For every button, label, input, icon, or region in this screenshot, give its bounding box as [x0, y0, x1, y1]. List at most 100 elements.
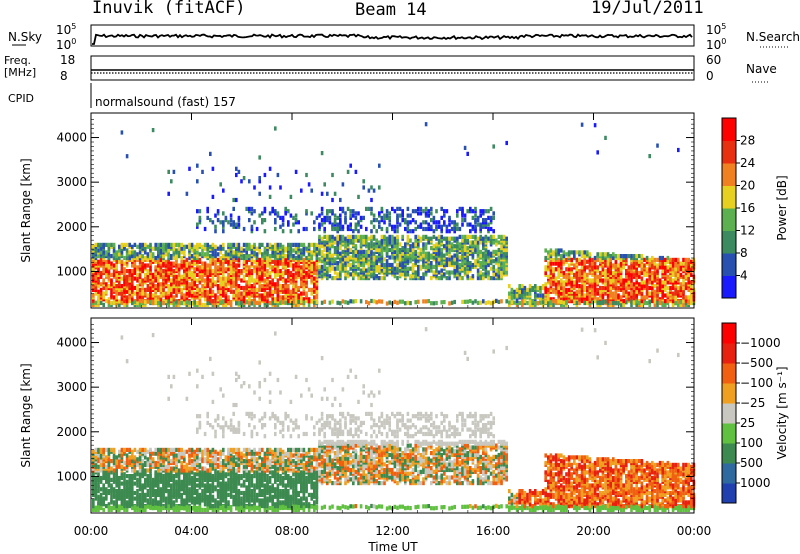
- heatmap-cell: [177, 254, 181, 259]
- heatmap-cell: [333, 246, 337, 251]
- heatmap-cell: [128, 289, 131, 294]
- heatmap-cell: [445, 229, 449, 234]
- heatmap-cell: [453, 253, 456, 258]
- heatmap-cell: [276, 213, 280, 218]
- heatmap-cell: [157, 282, 160, 287]
- heatmap-cell: [318, 249, 321, 254]
- heatmap-cell: [261, 297, 264, 302]
- heatmap-cell: [383, 234, 386, 239]
- heatmap-cell: [474, 229, 477, 234]
- heatmap-cell: [562, 270, 566, 276]
- heatmap-cell: [453, 244, 456, 249]
- heatmap-cell: [279, 215, 282, 220]
- heatmap-cell: [645, 285, 649, 291]
- heatmap-cell: [365, 259, 368, 264]
- heatmap-cell: [219, 220, 222, 225]
- heatmap-cell: [94, 276, 98, 281]
- heatmap-cell: [222, 242, 225, 247]
- heatmap-cell: [622, 289, 625, 294]
- heatmap-cell: [640, 276, 644, 281]
- heatmap-cell: [94, 481, 98, 486]
- heatmap-cell: [510, 287, 514, 292]
- heatmap-cell: [547, 287, 550, 292]
- heatmap-cell: [461, 266, 464, 271]
- heatmap-cell: [643, 263, 646, 268]
- heatmap-cell: [128, 276, 131, 281]
- heatmap-cell: [123, 302, 126, 307]
- heatmap-cell: [193, 261, 196, 266]
- heatmap-cell: [146, 287, 150, 292]
- heatmap-cell: [170, 282, 173, 287]
- heatmap-cell: [453, 236, 456, 241]
- heatmap-cell: [157, 270, 160, 276]
- heatmap-cell: [333, 191, 337, 196]
- heatmap-cell: [427, 264, 430, 269]
- heatmap-cell: [341, 182, 345, 187]
- heatmap-cell: [599, 285, 602, 291]
- heatmap-cell: [596, 150, 599, 155]
- colorbar-tick-label: 12: [740, 224, 755, 238]
- heatmap-cell: [250, 261, 254, 266]
- heatmap-cell: [222, 276, 225, 281]
- heatmap-cell: [99, 447, 103, 452]
- heatmap-cell: [331, 209, 334, 214]
- heatmap-cell: [469, 299, 472, 304]
- heatmap-cell: [94, 505, 98, 510]
- heatmap-cell: [406, 222, 410, 227]
- heatmap-cell: [474, 240, 477, 245]
- heatmap-cell: [664, 257, 667, 262]
- heatmap-cell: [430, 276, 433, 281]
- heatmap-cell: [648, 267, 651, 272]
- heatmap-cell: [274, 126, 277, 131]
- heatmap-cell: [453, 224, 456, 229]
- heatmap-cell: [274, 209, 277, 214]
- heatmap-cell: [315, 255, 319, 261]
- heatmap-cell: [149, 274, 152, 279]
- heatmap-cell: [456, 264, 459, 269]
- heatmap-cell: [136, 252, 139, 257]
- heatmap-cell: [596, 274, 599, 279]
- colorbar-segment: [722, 230, 736, 254]
- heatmap-cell: [157, 285, 160, 291]
- heatmap-cell: [151, 128, 155, 133]
- heatmap-cell: [331, 197, 334, 203]
- heatmap-cell: [323, 247, 326, 253]
- heatmap-cell: [497, 262, 501, 268]
- heatmap-cell: [128, 242, 131, 247]
- heatmap-cell: [266, 291, 269, 296]
- heatmap-cell: [391, 253, 394, 258]
- heatmap-cell: [294, 274, 298, 279]
- heatmap-cell: [612, 278, 615, 283]
- heatmap-cell: [346, 300, 350, 305]
- heatmap-cell: [393, 240, 397, 245]
- heatmap-cell: [131, 300, 134, 306]
- heatmap-cell: [341, 224, 345, 229]
- heatmap-cell: [362, 185, 365, 190]
- heatmap-cell: [578, 257, 581, 262]
- heatmap-cell: [666, 298, 670, 304]
- heatmap-cell: [154, 297, 157, 302]
- heatmap-cell: [554, 285, 558, 291]
- heatmap-cell: [253, 282, 256, 287]
- heatmap-cell: [622, 284, 625, 289]
- heatmap-cell: [110, 300, 113, 306]
- heatmap-cell: [440, 268, 443, 273]
- heatmap-cell: [222, 269, 225, 274]
- heatmap-cell: [567, 263, 571, 268]
- heatmap-cell: [281, 222, 285, 227]
- heatmap-cell: [406, 213, 410, 218]
- heatmap-cell: [125, 154, 129, 159]
- heatmap-cell: [604, 261, 607, 266]
- heatmap-cell: [385, 236, 389, 241]
- heatmap-cell: [323, 220, 326, 225]
- heatmap-cell: [180, 287, 183, 292]
- heatmap-cell: [318, 226, 321, 232]
- heatmap-cell: [632, 261, 636, 266]
- heatmap-cell: [625, 278, 628, 283]
- colorbar-segment: [722, 275, 736, 299]
- heatmap-cell: [573, 280, 576, 285]
- heatmap-cell: [417, 270, 420, 275]
- heatmap-cell: [435, 209, 438, 214]
- heatmap-cell: [92, 244, 95, 249]
- heatmap-cell: [180, 246, 183, 251]
